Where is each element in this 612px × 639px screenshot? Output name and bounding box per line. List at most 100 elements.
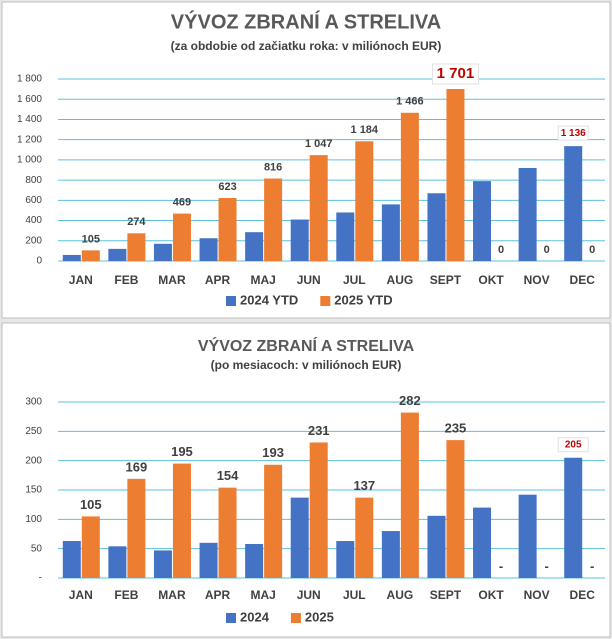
legend-swatch: [226, 613, 236, 623]
y-tick-label: 1 800: [17, 74, 42, 85]
data-label: 1 047: [305, 138, 333, 150]
x-tick-label: MAJ: [250, 273, 275, 287]
x-tick-label: NOV: [524, 588, 550, 602]
bar: [153, 550, 172, 578]
y-tick-label: 800: [25, 175, 42, 186]
chart-title: VÝVOZ ZBRANÍ A STRELIVA: [171, 9, 441, 33]
bar: [108, 546, 127, 578]
y-tick-label: 1 400: [17, 114, 42, 125]
x-tick-label: APR: [205, 588, 231, 602]
panel: [1, 322, 611, 638]
x-tick-label: SEPT: [430, 588, 462, 602]
bar: [473, 181, 492, 261]
bar: [564, 146, 583, 261]
data-label: 623: [218, 181, 236, 193]
x-tick-label: OKT: [478, 273, 504, 287]
bar: [564, 457, 583, 578]
data-label: 195: [171, 444, 193, 459]
x-tick-label: NOV: [524, 273, 550, 287]
bar: [336, 212, 355, 261]
y-tick-label: 1 200: [17, 134, 42, 145]
data-label: 193: [262, 445, 284, 460]
legend-label: 2025: [305, 609, 334, 624]
y-tick-label: 0: [36, 256, 42, 267]
bar: [446, 440, 465, 578]
legend-swatch: [226, 296, 236, 306]
data-label: 0: [498, 244, 504, 256]
data-label: 1 466: [396, 96, 424, 108]
bar: [518, 167, 537, 261]
bar: [153, 243, 172, 261]
bar: [309, 155, 328, 261]
data-label: 0: [544, 244, 550, 256]
x-tick-label: JUL: [343, 588, 366, 602]
data-label: 105: [82, 233, 100, 245]
y-tick-label: 400: [25, 215, 42, 226]
data-label: 205: [565, 439, 582, 450]
y-tick-label: 200: [25, 235, 42, 246]
x-tick-label: DEC: [570, 273, 596, 287]
bar: [172, 213, 191, 261]
y-tick-label: 200: [25, 455, 42, 466]
y-tick-label: 250: [25, 426, 42, 437]
legend-label: 2024: [240, 609, 270, 624]
data-label: 1 184: [351, 124, 379, 136]
bar: [309, 442, 328, 578]
bar: [264, 178, 283, 261]
x-tick-label: AUG: [387, 588, 414, 602]
x-tick-label: SEPT: [430, 273, 462, 287]
bar: [427, 515, 446, 578]
bar: [81, 250, 100, 261]
x-tick-label: JAN: [69, 273, 93, 287]
y-tick-label: 1 000: [17, 155, 42, 166]
x-tick-label: FEB: [114, 273, 138, 287]
x-tick-label: DEC: [570, 588, 596, 602]
data-label: 282: [399, 393, 421, 408]
legend-label: 2024 YTD: [240, 292, 298, 307]
y-tick-label: 300: [25, 397, 42, 408]
legend-label: 2025 YTD: [334, 292, 392, 307]
bar: [473, 507, 492, 578]
bar: [199, 542, 218, 578]
x-tick-label: APR: [205, 273, 231, 287]
x-tick-label: JUN: [297, 588, 321, 602]
bar: [81, 516, 100, 578]
x-tick-label: JUN: [297, 273, 321, 287]
y-tick-label: 600: [25, 195, 42, 206]
data-label: 1 136: [561, 128, 586, 139]
bar: [127, 233, 146, 261]
y-tick-label: 100: [25, 514, 42, 525]
bar: [108, 248, 127, 261]
x-tick-label: MAR: [158, 273, 186, 287]
data-label: 105: [80, 497, 102, 512]
x-tick-label: AUG: [387, 273, 414, 287]
x-tick-label: MAR: [158, 588, 186, 602]
data-label: -: [590, 558, 594, 573]
label-box: [557, 437, 589, 453]
bar: [62, 254, 81, 261]
x-tick-label: JUL: [343, 273, 366, 287]
bar: [218, 198, 237, 261]
bar: [127, 478, 146, 578]
data-label: 469: [173, 196, 191, 208]
data-label: 137: [353, 478, 375, 493]
bar: [381, 531, 400, 578]
bar: [62, 541, 81, 578]
data-label: 274: [127, 216, 146, 228]
legend-swatch: [320, 296, 331, 306]
bar: [355, 497, 374, 578]
chart-title: VÝVOZ ZBRANÍ A STRELIVA: [198, 336, 415, 355]
bar: [336, 541, 355, 578]
data-label: 169: [126, 459, 148, 474]
y-tick-label: 50: [31, 543, 43, 554]
y-tick-label: 150: [25, 485, 42, 496]
data-label: 0: [589, 244, 595, 256]
bar: [427, 193, 446, 261]
legend-swatch: [290, 613, 301, 623]
bar: [290, 219, 309, 261]
data-label: 154: [217, 468, 239, 483]
bar: [245, 543, 264, 578]
bar: [400, 412, 419, 578]
